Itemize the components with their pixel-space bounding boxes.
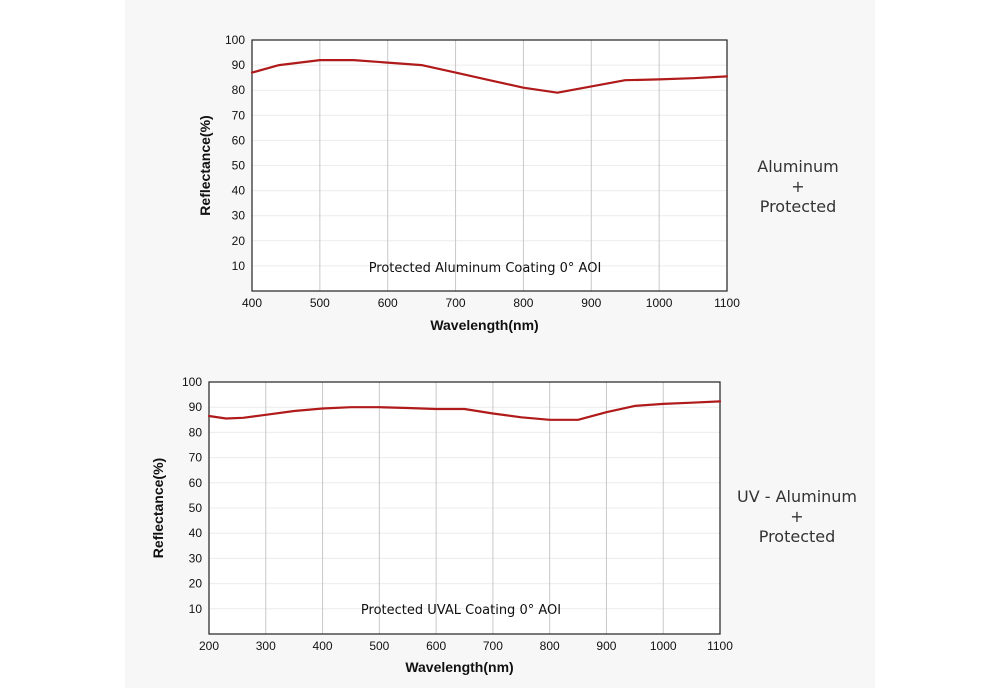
x-tick-label: 700 [483, 639, 503, 653]
reflectance-series-line [207, 400, 722, 421]
plot-frame [251, 39, 728, 292]
x-tick-label: 1000 [650, 639, 677, 653]
y-tick-label: 60 [189, 476, 203, 490]
x-tick-label: 300 [256, 639, 276, 653]
chart-annotation: Protected Aluminum Coating 0° AOI [369, 261, 602, 276]
y-tick-label: 40 [189, 526, 203, 540]
reflectance-series-line [250, 58, 729, 94]
coating-label-line-3: Protected [759, 197, 837, 216]
y-tick-label: 90 [232, 58, 246, 72]
y-axis-title: Reflectance(%) [150, 458, 166, 558]
chart-annotation: Protected UVAL Coating 0° AOI [361, 603, 561, 618]
x-tick-label: 1000 [646, 296, 673, 310]
x-tick-label: 200 [199, 639, 219, 653]
y-tick-label: 30 [232, 209, 246, 223]
x-tick-label: 600 [378, 296, 398, 310]
x-tick-label: 800 [540, 639, 560, 653]
y-tick-label: 20 [189, 577, 203, 591]
x-tick-label: 600 [426, 639, 446, 653]
x-tick-label: 500 [369, 639, 389, 653]
reflectance-chart-aluminum: 10 20 30 40 50 60 70 80 90 100 400 500 600 700 800 900 1… [197, 33, 740, 333]
y-axis-title: Reflectance(%) [197, 115, 213, 215]
y-tick-label: 90 [189, 400, 203, 414]
y-tick-label: 50 [189, 501, 203, 515]
coating-label-line-2: + [791, 177, 805, 196]
x-tick-label: 400 [313, 639, 333, 653]
y-tick-label: 80 [232, 83, 246, 97]
x-axis-title: Wavelength(nm) [405, 659, 513, 675]
x-tick-label: 500 [310, 296, 330, 310]
x-tick-label: 1100 [707, 639, 733, 653]
x-tick-label: 400 [242, 296, 262, 310]
x-tick-label: 1100 [714, 296, 740, 310]
y-tick-label: 60 [232, 133, 246, 147]
y-tick-label: 50 [232, 159, 246, 173]
y-tick-label: 20 [232, 234, 246, 248]
coating-label-aluminum: Aluminum + Protected [748, 157, 848, 217]
y-tick-label: 100 [225, 33, 245, 47]
y-tick-label: 10 [232, 259, 246, 273]
x-tick-label: 800 [513, 296, 533, 310]
plot-frame [208, 381, 721, 635]
y-tick-label: 10 [189, 602, 203, 616]
coating-label-line-1: Aluminum [757, 157, 839, 176]
coating-label-line-2: + [790, 507, 804, 526]
y-tick-label: 100 [182, 375, 202, 389]
y-tick-label: 70 [232, 108, 246, 122]
y-tick-label: 30 [189, 551, 203, 565]
y-tick-label: 80 [189, 425, 203, 439]
y-tick-label: 70 [189, 451, 203, 465]
coating-label-line-3: Protected [758, 527, 836, 546]
coating-label-uv-aluminum: UV - Aluminum + Protected [732, 487, 862, 547]
x-axis-title: Wavelength(nm) [430, 317, 538, 333]
x-tick-label: 900 [581, 296, 601, 310]
y-tick-label: 40 [232, 184, 246, 198]
x-tick-label: 900 [596, 639, 616, 653]
x-tick-label: 700 [446, 296, 466, 310]
coating-label-line-1: UV - Aluminum [736, 487, 858, 506]
